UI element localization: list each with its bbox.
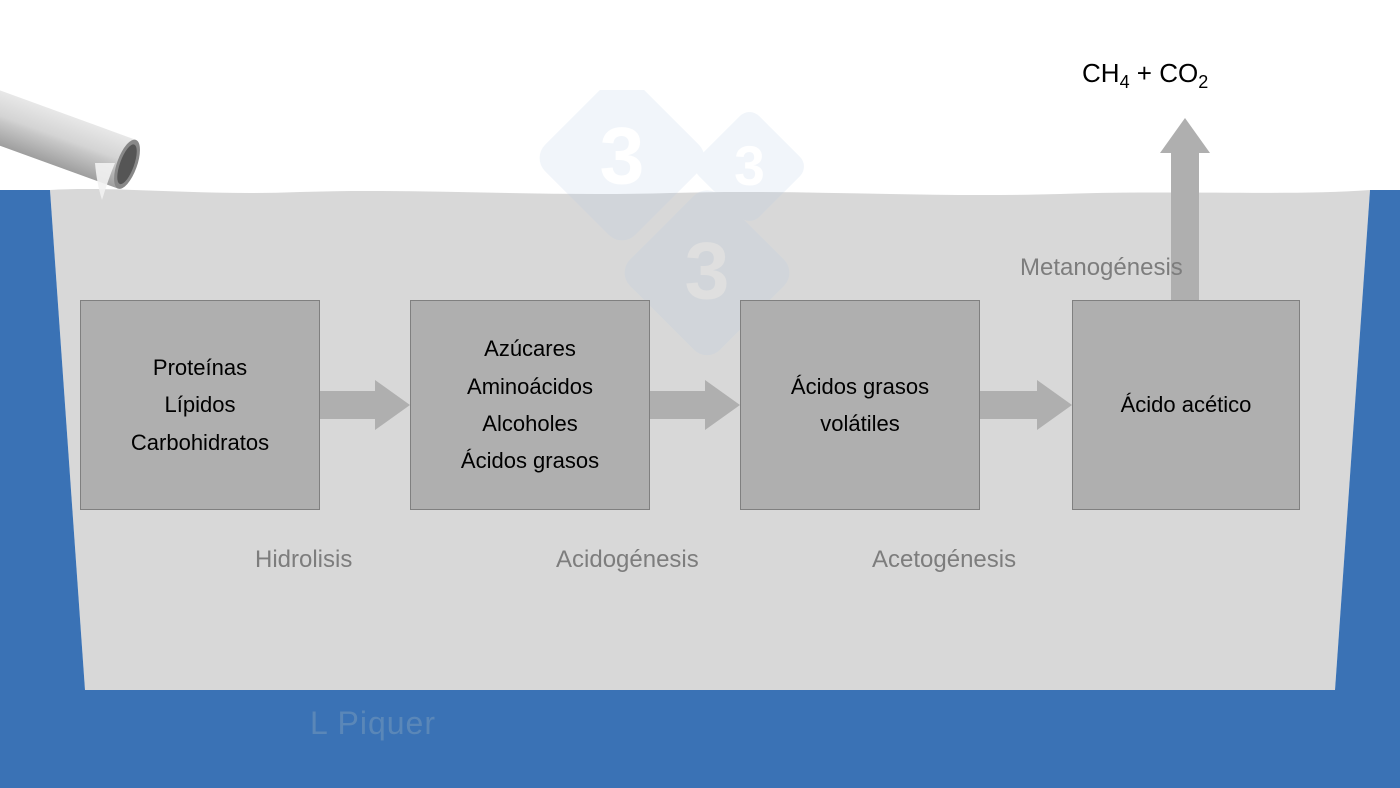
box-line: volátiles (820, 405, 899, 442)
author-credit: L Piquer (310, 705, 436, 742)
box-line: Lípidos (165, 386, 236, 423)
stage-label-hydrolysis: Hidrolisis (255, 546, 352, 574)
output-formula: CH4 + CO2 (1082, 58, 1208, 93)
box-line: Azúcares (484, 330, 576, 367)
box-line: Ácidos grasos (791, 368, 929, 405)
arrow-acetogenesis (980, 380, 1072, 430)
box-line: Ácidos grasos (461, 442, 599, 479)
box-monomers: Azúcares Aminoácidos Alcoholes Ácidos gr… (410, 300, 650, 510)
arrow-hydrolysis (320, 380, 410, 430)
stage-label-methanogenesis: Metanogénesis (1020, 254, 1183, 282)
box-vfa: Ácidos grasos volátiles (740, 300, 980, 510)
arrow-acidogenesis (650, 380, 740, 430)
stage-label-acetogenesis: Acetogénesis (872, 546, 1016, 574)
box-line: Aminoácidos (467, 368, 593, 405)
box-substrates: Proteínas Lípidos Carbohidratos (80, 300, 320, 510)
box-line: Ácido acético (1121, 386, 1252, 423)
svg-text:3: 3 (685, 226, 730, 316)
svg-text:3: 3 (600, 112, 645, 202)
diagram-canvas: 3 3 3 CH4 + CO2 (0, 0, 1400, 788)
svg-text:3: 3 (734, 135, 765, 197)
box-line: Alcoholes (482, 405, 577, 442)
inlet-pipe (0, 85, 160, 205)
box-line: Carbohidratos (131, 424, 269, 461)
stage-label-acidogenesis: Acidogénesis (556, 546, 699, 574)
box-acetic: Ácido acético (1072, 300, 1300, 510)
box-line: Proteínas (153, 349, 247, 386)
